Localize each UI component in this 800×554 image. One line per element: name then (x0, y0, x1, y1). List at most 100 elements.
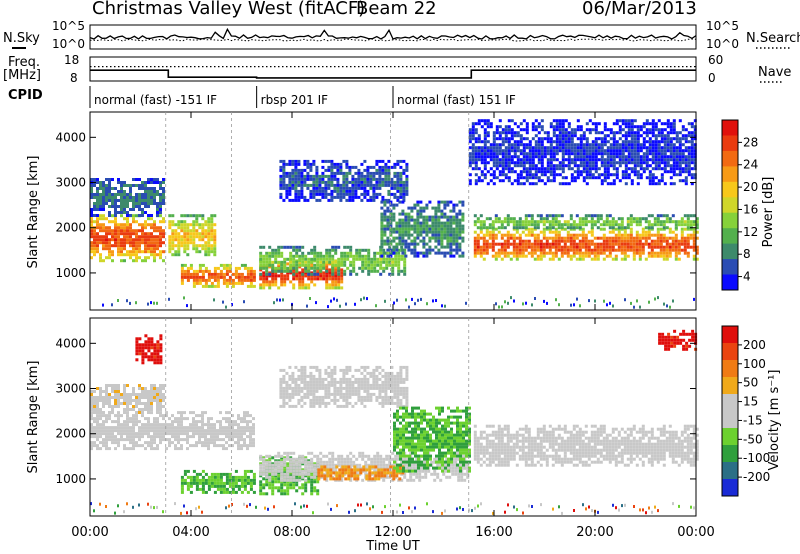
power-cell (690, 152, 694, 156)
power-cell (265, 263, 269, 267)
power-cell (483, 143, 487, 147)
velocity-cell (147, 417, 150, 421)
power-cell (177, 241, 181, 245)
velocity-cell (108, 426, 111, 430)
power-cell (108, 205, 111, 208)
power-cell (645, 134, 649, 138)
velocity-cell (93, 435, 96, 439)
power-cell (458, 236, 462, 240)
power-cell (315, 183, 319, 187)
colorbar-swatch (722, 150, 738, 167)
power-cell (363, 195, 367, 199)
velocity-cell (141, 423, 144, 427)
power-cell (626, 220, 630, 224)
power-cell (102, 193, 105, 196)
power-cell (328, 248, 332, 252)
power-cell (213, 266, 217, 270)
velocity-cell (108, 432, 111, 436)
power-cell (650, 254, 654, 258)
power-cell (621, 152, 625, 156)
power-cell (569, 257, 573, 261)
power-cell (313, 263, 317, 267)
power-cell (141, 193, 144, 196)
power-cell (687, 146, 691, 150)
power-cell (603, 128, 607, 132)
velocity-cell (237, 444, 240, 448)
power-cell (551, 242, 555, 246)
power-cell (393, 192, 397, 196)
velocity-cell (123, 420, 126, 424)
power-cell (690, 158, 694, 162)
power-cell (587, 254, 591, 258)
power-cell (665, 242, 669, 246)
power-cell (144, 220, 147, 224)
power-cell (639, 164, 643, 168)
power-cell (361, 269, 365, 273)
power-cell (398, 239, 402, 243)
power-cell (316, 268, 320, 272)
power-cell (587, 239, 591, 243)
power-cell (153, 193, 156, 196)
velocity-cell (162, 435, 165, 439)
power-cell (564, 128, 568, 132)
power-cell (351, 198, 355, 202)
velocity-cell (201, 420, 204, 424)
power-cell (672, 155, 676, 159)
power-cell (201, 275, 205, 279)
power-cell (126, 184, 129, 187)
power-cell (579, 143, 583, 147)
velocity-cell (111, 426, 114, 430)
power-cell (288, 192, 292, 196)
power-cell (557, 230, 561, 234)
velocity-cell (108, 417, 111, 421)
power-cell (345, 162, 349, 166)
power-cell (117, 238, 120, 242)
velocity-cell (147, 343, 151, 347)
power-cell (683, 220, 687, 224)
velocity-cell (147, 390, 150, 393)
power-cell (313, 248, 317, 252)
velocity-cell (147, 411, 150, 414)
power-cell (204, 241, 208, 245)
velocity-cell (93, 405, 96, 408)
power-cell (306, 165, 310, 169)
power-cell (635, 233, 639, 237)
power-cell (690, 146, 694, 150)
power-cell (225, 281, 229, 285)
velocity-cell (225, 429, 228, 433)
power-cell (93, 208, 96, 211)
power-cell (192, 269, 196, 273)
power-cell (626, 223, 630, 227)
power-cell (693, 167, 697, 171)
velocity-cell (144, 343, 148, 347)
power-cell (600, 161, 604, 165)
velocity-cell (117, 399, 120, 402)
power-cell (549, 170, 553, 174)
power-cell (144, 193, 147, 196)
power-cell (597, 131, 601, 135)
power-cell (96, 244, 99, 248)
velocity-cell (150, 447, 153, 451)
velocity-cell (135, 396, 138, 399)
power-cell (599, 214, 603, 218)
power-cell (489, 146, 493, 150)
power-cell (295, 269, 299, 273)
power-cell (393, 183, 397, 187)
power-cell (177, 223, 181, 227)
power-cell (501, 179, 505, 183)
power-cell (645, 131, 649, 135)
power-cell (609, 173, 613, 177)
velocity-cell (96, 423, 99, 427)
power-cell (630, 152, 634, 156)
power-cell (590, 217, 594, 221)
power-cell (663, 170, 667, 174)
velocity-cell (171, 435, 174, 439)
power-cell (339, 198, 343, 202)
power-cell (461, 224, 465, 228)
power-cell (582, 161, 586, 165)
power-cell (594, 164, 598, 168)
power-cell (234, 281, 238, 285)
power-cell (479, 251, 483, 255)
power-cell (458, 218, 462, 222)
power-cell (307, 269, 311, 273)
